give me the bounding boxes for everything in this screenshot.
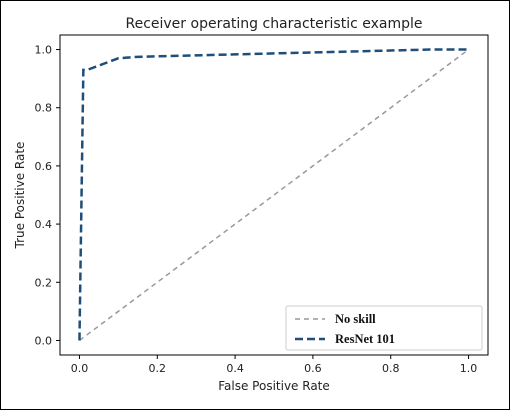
- legend-label-resnet-101: ResNet 101: [335, 332, 395, 346]
- legend-label-no-skill: No skill: [335, 312, 376, 326]
- x-ticks: 0.0 0.2 0.4 0.6 0.8 1.0: [71, 355, 478, 375]
- series-line-resnet-101: [78, 48, 469, 341]
- y-tick-label: 0.2: [35, 276, 53, 289]
- y-tick-label: 0.0: [35, 334, 53, 347]
- series-layer: [78, 48, 469, 342]
- y-ticks: 0.0 0.2 0.4 0.6 0.8 1.0: [35, 44, 60, 347]
- x-tick-label: 0.0: [71, 362, 89, 375]
- x-tick-label: 0.4: [226, 362, 244, 375]
- y-axis-label: True Positive Rate: [13, 142, 27, 250]
- y-tick-label: 1.0: [35, 44, 53, 57]
- y-tick-label: 0.6: [35, 160, 53, 173]
- legend-box: [285, 305, 483, 351]
- x-axis-label: False Positive Rate: [218, 379, 330, 393]
- x-tick-label: 0.2: [149, 362, 167, 375]
- y-tick-label: 0.4: [35, 218, 53, 231]
- x-tick-label: 0.8: [382, 362, 400, 375]
- x-tick-label: 0.6: [304, 362, 322, 375]
- legend: No skill ResNet 101: [285, 305, 483, 351]
- y-tick-label: 0.8: [35, 102, 53, 115]
- x-tick-label: 1.0: [460, 362, 478, 375]
- chart-title: Receiver operating characteristic exampl…: [125, 16, 422, 32]
